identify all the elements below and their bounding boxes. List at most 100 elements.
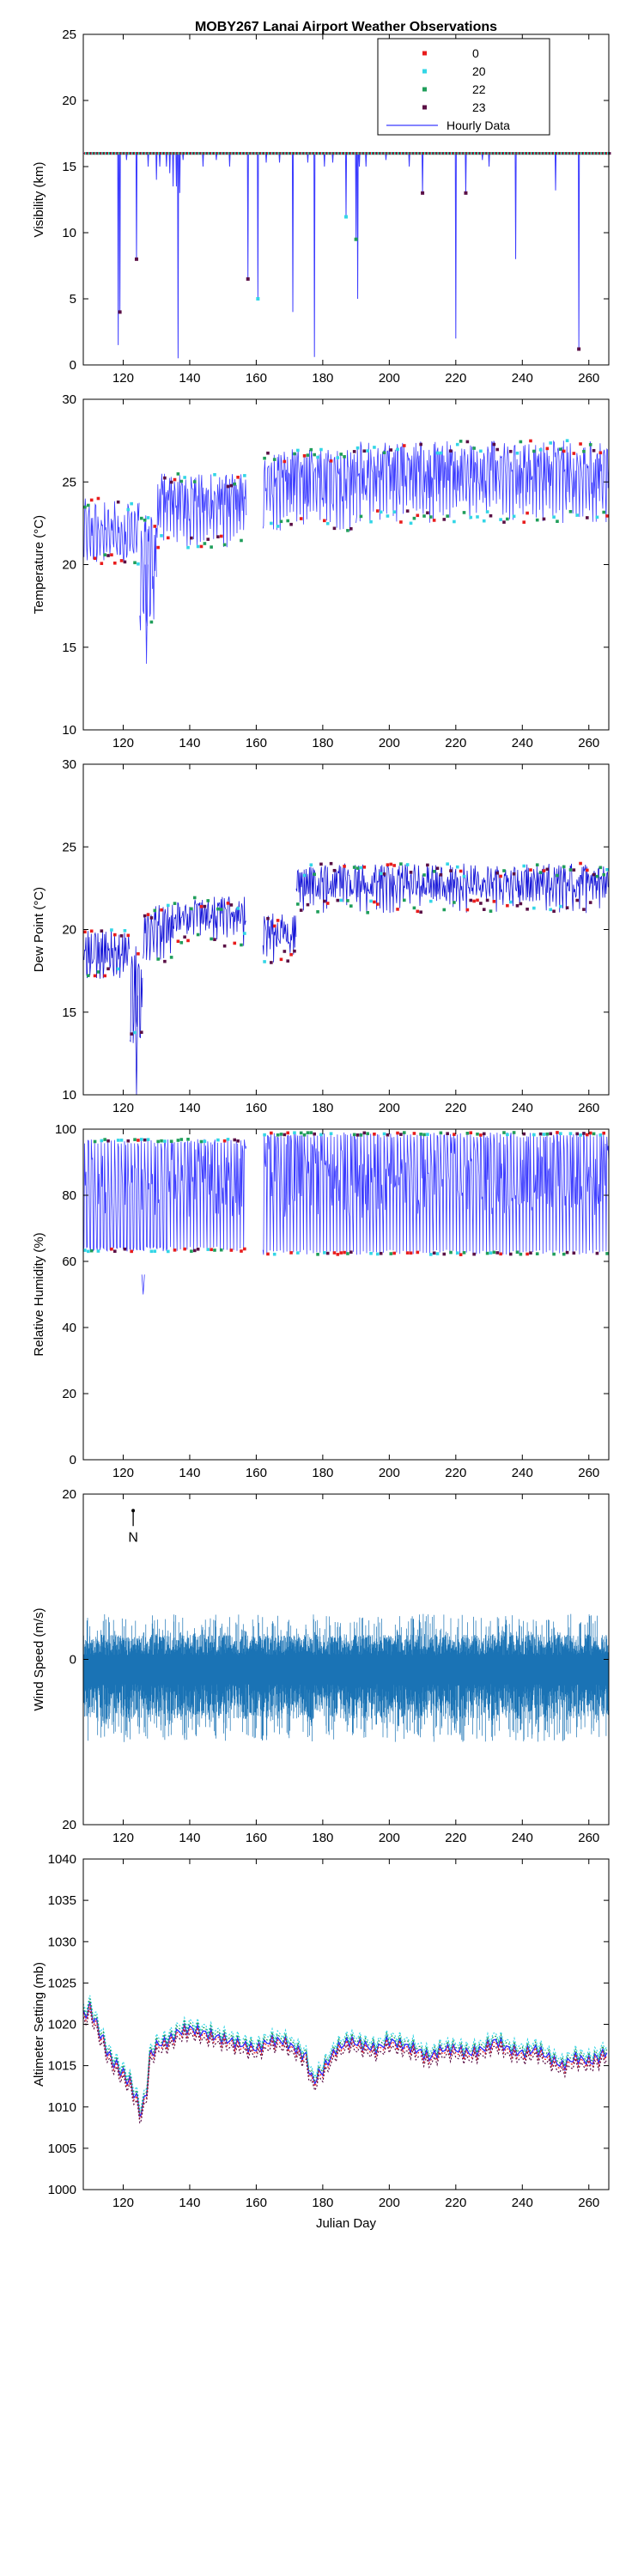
dewpoint-hour-marker (446, 862, 449, 866)
humidity-hour-marker (206, 1248, 210, 1251)
humidity-hour-marker (375, 1252, 380, 1256)
panel-visibility: 120 140 160 180 200 220 240 2600510152025Visibi… (32, 27, 611, 386)
temperature-hour-marker (449, 449, 453, 453)
pressure-ytick-label: 1010 (48, 2100, 76, 2115)
humidity-hour-marker (226, 1138, 230, 1141)
panel-humidity: 120 140 160 180 200 220 240 260 0 20 40 60 80 100 Rela… (32, 1122, 610, 1480)
dewpoint-hour-marker (426, 863, 429, 867)
dewpoint-hour-marker (313, 872, 317, 876)
pressure-xtick-label: 220 (445, 2196, 466, 2210)
temperature-hour-marker (146, 516, 150, 519)
dewpoint-hour-marker (332, 868, 337, 872)
humidity-hour-marker (428, 1253, 433, 1256)
dewpoint-hour-marker (163, 959, 167, 963)
dewpoint-hour-marker (306, 902, 310, 907)
dewpoint-hour-marker (428, 899, 433, 903)
wind-series (82, 1613, 610, 1742)
humidity-hour-marker (598, 1133, 603, 1137)
dewpoint-hour-marker (276, 919, 280, 922)
pressure-ytick-label: 1000 (48, 2183, 76, 2197)
temperature-hour-marker (479, 449, 483, 453)
humidity-ytick-label: 40 (62, 1321, 76, 1335)
temperature-hour-marker (276, 525, 280, 528)
temperature-hour-marker (522, 520, 526, 524)
humidity-hour-marker (535, 1252, 539, 1255)
wind-ytick-label: 20 (62, 1818, 76, 1832)
dewpoint-hour-marker (179, 940, 184, 945)
temperature-hour-marker (119, 559, 124, 562)
temperature-hour-marker (462, 511, 466, 514)
temperature-xtick-label: 160 (246, 736, 267, 750)
dewpoint-hour-marker (386, 863, 390, 866)
temperature-hour-marker (586, 516, 589, 519)
visibility-xtick-label: 200 (379, 371, 400, 386)
temperature-hour-marker (476, 515, 479, 519)
dewpoint-hour-marker (422, 873, 426, 877)
humidity-hour-marker (299, 1131, 303, 1135)
temperature-hour-marker (286, 519, 290, 523)
dewpoint-hour-marker (542, 869, 546, 872)
temperature-hour-marker (153, 525, 157, 528)
dewpoint-hour-marker (210, 937, 213, 941)
temperature-ytick-label: 20 (62, 558, 76, 573)
temperature-hour-marker (236, 476, 240, 479)
dewpoint-xtick-label: 180 (312, 1101, 333, 1115)
temperature-hour-marker (389, 448, 393, 452)
dewpoint-hour-marker (110, 928, 113, 932)
temperature-hour-marker (89, 498, 94, 502)
dewpoint-hour-marker (329, 861, 333, 866)
humidity-hour-marker (319, 1133, 323, 1137)
humidity-hour-marker (366, 1132, 369, 1136)
humidity-xtick-label: 200 (379, 1466, 400, 1480)
temperature-hour-marker (598, 451, 603, 455)
temperature-hour-marker (160, 534, 163, 538)
humidity-ytick-label: 100 (55, 1122, 76, 1137)
humidity-hour-marker (309, 1131, 313, 1134)
legend-label: 23 (472, 100, 486, 114)
legend-box (377, 38, 550, 136)
temperature-hour-marker (116, 500, 120, 504)
dewpoint-hour-marker (240, 943, 243, 947)
temperature-hour-marker (506, 517, 509, 521)
dewpoint-hour-marker (515, 904, 519, 908)
temperature-hour-marker (459, 440, 463, 443)
temperature-plot-area (82, 439, 610, 665)
dewpoint-hour-marker (482, 908, 486, 911)
humidity-hour-marker (552, 1252, 556, 1256)
dewpoint-hour-marker (325, 902, 330, 905)
dewpoint-hour-marker (126, 933, 131, 938)
humidity-hour-marker (93, 1139, 97, 1144)
dewpoint-hour-marker (562, 865, 566, 869)
humidity-hour-marker (153, 1249, 157, 1254)
humidity-axes-box (82, 1128, 610, 1461)
temperature-hour-marker (306, 453, 310, 457)
visibility-series (83, 153, 609, 359)
temperature-hour-marker (495, 447, 500, 452)
dewpoint-hour-marker (106, 967, 110, 971)
dewpoint-hour-marker (442, 908, 447, 912)
humidity-hour-marker (559, 1132, 562, 1135)
dewpoint-hour-marker (309, 863, 313, 867)
humidity-hour-marker (219, 1248, 223, 1252)
humidity-plot-area (82, 1131, 610, 1295)
dewpoint-hour-marker (526, 908, 529, 911)
dewpoint-hour-marker (169, 956, 173, 959)
temperature-hour-marker (100, 562, 104, 565)
visibility-plot-area (83, 152, 611, 359)
dewpoint-hour-marker (296, 902, 300, 906)
dewpoint-hour-marker (479, 902, 483, 905)
dewpoint-hour-marker (405, 863, 410, 866)
dewpoint-hour-marker (512, 872, 516, 876)
dewpoint-hour-marker (519, 902, 523, 906)
humidity-hour-marker (556, 1131, 559, 1134)
temperature-hour-marker (562, 449, 566, 453)
dewpoint-hour-marker (137, 952, 140, 956)
humidity-xtick-label: 140 (179, 1466, 200, 1480)
temperature-hour-marker (568, 509, 573, 513)
humidity-hour-marker (495, 1251, 500, 1255)
temperature-hour-marker (206, 538, 210, 541)
temperature-hour-marker (199, 544, 204, 549)
visibility-xtick-label: 160 (246, 371, 267, 386)
temperature-hour-marker (156, 545, 160, 550)
humidity-hour-marker (186, 1137, 190, 1141)
